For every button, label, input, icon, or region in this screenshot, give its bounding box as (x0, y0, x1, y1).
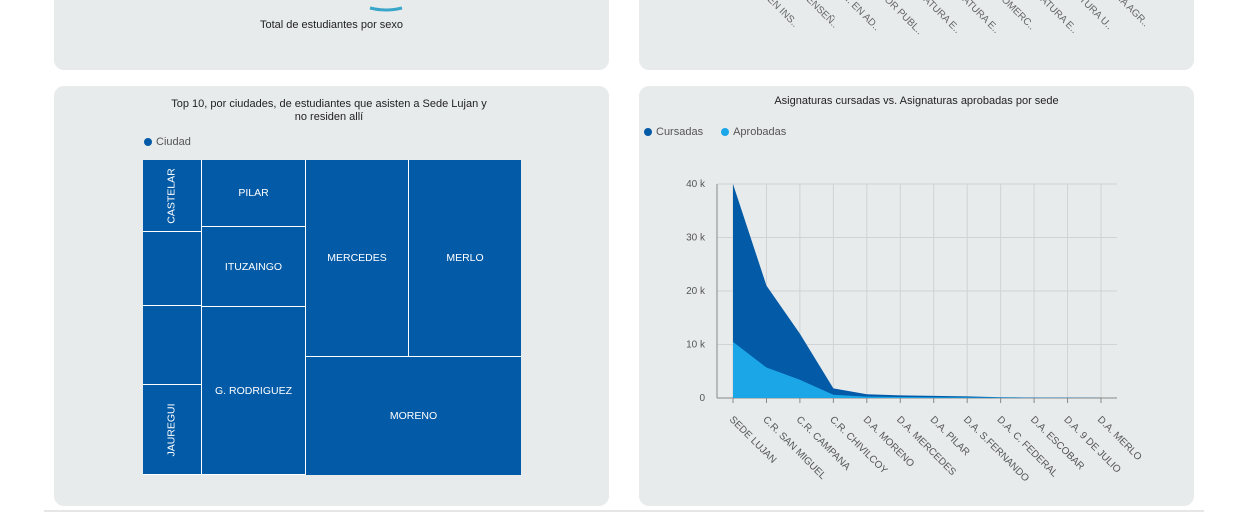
legend-label-aprobadas: Aprobadas (733, 126, 787, 138)
sex-chart-title: Total de estudiantes por sexo (259, 19, 404, 31)
treemap-cell-merlo[interactable]: MERLO (409, 160, 521, 357)
top-right-axis-label: ENSEÑ.. (804, 0, 841, 30)
treemap-cell-ituzaingo[interactable]: ITUZAINGO (202, 227, 306, 307)
legend-dot-ciudad (144, 138, 152, 146)
top-right-x-axis: EN INS.. ENSEÑ.. I. EN AD.. OR PUBL..ATURA … (765, 0, 1151, 37)
legend-label-cursadas: Cursadas (656, 126, 704, 138)
top-right-axis-label: OR PUBL.. (882, 0, 925, 37)
treemap-label-jauregui: JAUREGUI (166, 402, 178, 457)
treemap-cell-castelar[interactable]: CASTELAR (143, 160, 202, 232)
top-right-axis-label: ATURA E.. (921, 0, 962, 36)
treemap-label-ituzaingo: ITUZAINGO (224, 260, 283, 273)
treemap-cell-unlabeled-1[interactable] (143, 232, 202, 306)
treemap-cell-mercedes[interactable]: MERCEDES (306, 160, 409, 357)
treemap-title: Top 10, por ciudades, de estudiantes que… (171, 98, 487, 123)
treemap-label-moreno: MORENO (389, 410, 438, 422)
legend-dot-aprobadas (721, 128, 730, 136)
treemap-area: CASTELAR JAUREGUI PILAR ITUZAINGO G. ROD… (143, 160, 521, 475)
top-right-axis-label: EN INS.. (765, 0, 800, 30)
y-tick-label: 20 k (686, 286, 706, 297)
legend-item-aprobadas[interactable]: Aprobadas (721, 126, 786, 138)
x-tick-label: D.A. MERCEDES (894, 414, 958, 478)
treemap-cell-moreno[interactable]: MORENO (306, 357, 521, 475)
top-right-axis-label: ATURA E.. (1038, 0, 1079, 36)
treemap-label-pilar: PILAR (238, 187, 269, 199)
y-tick-label: 40 k (686, 179, 706, 190)
area-chart-legend: Cursadas Aprobadas (644, 126, 804, 138)
treemap-cell-unlabeled-2[interactable] (143, 306, 202, 385)
y-tick-label: 10 k (686, 340, 706, 351)
treemap-cell-g-rodriguez[interactable]: G. RODRIGUEZ (202, 307, 306, 475)
x-tick-label: D.A. C. FEDERAL (995, 414, 1060, 479)
legend-item-cursadas[interactable]: Cursadas (644, 126, 703, 138)
x-tick-label: C.R. CHIVILCOY (827, 414, 889, 476)
treemap-label-castelar: CASTELAR (166, 167, 178, 224)
legend-label-ciudad: Ciudad (156, 136, 191, 148)
area-series-aprobadas[interactable] (733, 341, 1101, 398)
sex-chart-arc (369, 6, 403, 12)
sex-chart-panel: Total de estudiantes por sexo (54, 0, 609, 70)
top-right-axis-label: OMERC.. (999, 0, 1037, 32)
treemap-panel: Top 10, por ciudades, de estudiantes que… (54, 86, 609, 506)
top-right-axis-label: ATURA E.. (960, 0, 1001, 36)
donut-arc-fragment (369, 6, 403, 12)
area-chart-title: Asignaturas cursadas vs. Asignaturas apr… (774, 95, 1059, 107)
top-right-axis-label: TURA U.. (1077, 0, 1115, 32)
top-right-axis-label: IA AGR.. (1116, 0, 1151, 29)
x-tick-label: C.R. SAN MIGUEL (760, 414, 828, 482)
x-tick-label: D.A. 9 DE JULIO (1061, 414, 1122, 475)
area-chart-panel: Asignaturas cursadas vs. Asignaturas apr… (639, 86, 1194, 506)
treemap-cell-pilar[interactable]: PILAR (202, 160, 306, 227)
y-tick-label: 30 k (686, 233, 706, 244)
treemap-label-g-rodriguez: G. RODRIGUEZ (214, 384, 292, 397)
top-right-chart-panel: EN INS.. ENSEÑ.. I. EN AD.. OR PUBL.. ATURA … (639, 0, 1194, 70)
treemap-cell-jauregui[interactable]: JAUREGUI (143, 385, 202, 475)
top-right-axis-label: I. EN AD.. (843, 0, 882, 33)
treemap-legend[interactable]: Ciudad (144, 136, 191, 148)
treemap-label-mercedes: MERCEDES (327, 252, 387, 264)
y-tick-label: 0 (699, 393, 705, 404)
legend-dot-cursadas (644, 128, 652, 136)
treemap-label-merlo: MERLO (446, 252, 484, 264)
footer-divider (44, 510, 1204, 512)
